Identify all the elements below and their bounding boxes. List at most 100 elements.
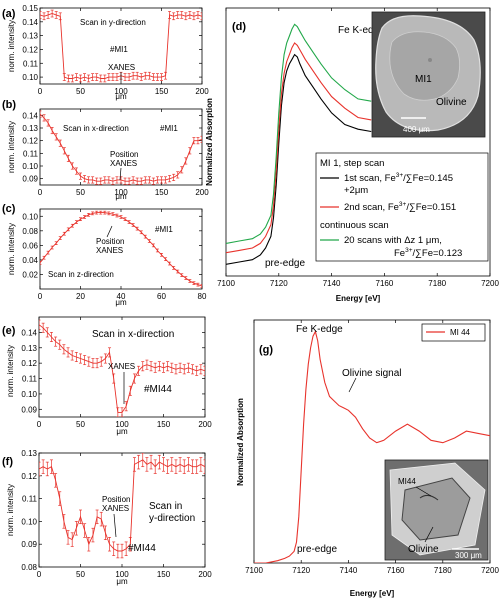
ytick-label-e: 0.09	[21, 405, 37, 414]
xlabel-e: μm	[116, 427, 128, 436]
ytick-label-f: 0.11	[22, 495, 38, 504]
scalebar-label-d: 400 μm	[403, 125, 430, 134]
panel-f: (f) norm. intensity μm 0 50 100 150 2000.080…	[2, 449, 212, 586]
ytick-label-b: 0.14	[22, 111, 38, 120]
legend-cont-line1: 20 scans with Δz 1 μm,	[344, 235, 442, 246]
ytick-label-c: 0.06	[22, 241, 38, 250]
xtick-label-f: 0	[37, 570, 42, 579]
xtick-label-b: 150	[155, 188, 169, 197]
title-a: Scan in y-direction	[80, 18, 146, 27]
xtick-label-g: 7180	[434, 566, 452, 575]
legend-subtitle-d: continuous scan	[320, 220, 389, 231]
arrow-olivine-photo-g	[424, 526, 434, 543]
xtick-label-b: 100	[114, 188, 128, 197]
annot-xanes-e: XANES	[108, 362, 135, 371]
ytick-label-a: 0.13	[22, 32, 38, 41]
xtick-label-f: 200	[198, 570, 212, 579]
annot-preedge-g: pre-edge	[297, 544, 337, 555]
xtick-label-c: 40	[117, 292, 126, 301]
annot-mi1-a: #MI1	[110, 45, 128, 54]
xtick-label-c: 0	[38, 292, 43, 301]
series-group-c	[40, 210, 202, 288]
xtick-label-g: 7200	[481, 566, 499, 575]
xtick-label-b: 200	[195, 188, 209, 197]
xtick-label-a: 150	[155, 87, 169, 96]
title-f-line1: Scan in	[149, 501, 182, 512]
xlabel-f: μm	[116, 577, 128, 586]
title-e: Scan in x-direction	[92, 329, 174, 340]
annot-fe-kedge-g: Fe K-edge	[296, 324, 343, 335]
axes-b: 0 50 100 150 200 0.09 0.10 0.11 0.12 0.13 0.14	[22, 108, 209, 197]
ytick-label-f: 0.09	[21, 540, 37, 549]
xtick-label-e: 200	[198, 420, 212, 429]
plot-frame-d	[225, 7, 491, 277]
panel-label-c: (c)	[2, 203, 16, 215]
annot-mi44-photo: MI44	[398, 477, 416, 486]
xtick-label-a: 50	[76, 87, 85, 96]
xtick-label-d: 7100	[217, 279, 235, 288]
ytick-label-a: 0.11	[23, 59, 39, 68]
xtick-label-b: 50	[76, 188, 85, 197]
legend-d: MI 1, step scan 1st scan, Fe3+/∑Fe=0.145…	[315, 152, 489, 262]
ylabel-d: Normalized Absorption	[205, 98, 214, 186]
ylabel-f: norm. intensity	[6, 484, 15, 536]
legend-g: MI 44	[421, 323, 486, 342]
annot-fe-kedge-d: Fe K-edge	[338, 25, 385, 36]
xtick-label-c: 60	[157, 292, 166, 301]
series-group-f	[39, 453, 205, 559]
axes-f: 0 50 100 150 200 0.08 0.09 0.10 0.11 0.12 0.13	[21, 449, 212, 579]
xtick-label-d: 7140	[323, 279, 341, 288]
axes-e: 0 50 100 150 200 0.09 0.10 0.11 0.12 0.13 0.14	[21, 316, 212, 429]
xtick-label-e: 0	[37, 420, 42, 429]
annot-position-f: Position	[102, 495, 130, 504]
xlabel-g: Energy [eV]	[350, 589, 395, 598]
axes-d: 7100 7120 7140 7160 7180 7200	[217, 7, 499, 288]
xtick-label-d: 7120	[270, 279, 288, 288]
series-line-d-1	[226, 42, 372, 254]
ytick-label-b: 0.10	[22, 162, 38, 171]
panel-b: (b) norm. intensity μm 0 50 100 150 2000.090…	[2, 99, 209, 201]
scalebar-label-g: 300 μm	[455, 551, 482, 560]
ytick-label-b: 0.13	[22, 124, 38, 133]
xtick-label-d: 7180	[428, 279, 446, 288]
xtick-label-g: 7120	[292, 566, 310, 575]
annot-preedge-d: pre-edge	[265, 258, 305, 269]
ylabel-e: norm. intensity	[6, 345, 15, 397]
axes-a: 0 50 100 150 200 0.10 0.11 0.12 0.13 0.14 0.15	[22, 4, 209, 96]
legend-1st-sup: 3+	[396, 172, 404, 179]
xlabel-c: μm	[115, 298, 127, 307]
ytick-label-e: 0.13	[21, 344, 37, 353]
legend-2nd-text: 2nd scan, Fe	[344, 202, 399, 213]
panel-label-b: (b)	[2, 99, 16, 111]
xtick-label-e: 50	[76, 420, 85, 429]
legend-2nd-sup: 3+	[399, 201, 407, 208]
legend-frame-g	[421, 323, 486, 342]
xlabel-b: μm	[115, 192, 127, 201]
inset-photo-mi1: MI1 Olivine 400 μm	[371, 11, 486, 138]
legend-2nd-suffix: /∑Fe=0.151	[406, 202, 456, 213]
panel-c: (c) norm. intensity μm 0 20 40 60 80 0.02 0.04…	[2, 203, 207, 307]
arrow-mi44-photo	[415, 486, 432, 497]
series-group-d	[226, 23, 372, 265]
ylabel-g: Normalized Absorption	[236, 398, 245, 486]
series-line-d-2	[226, 23, 372, 244]
panel-label-a: (a)	[2, 8, 16, 20]
annot-xanes-c: XANES	[96, 246, 123, 255]
ytick-label-a: 0.15	[22, 4, 38, 13]
annot-mi1-photo: MI1	[415, 74, 432, 85]
annot-mi44-e: #MI44	[144, 384, 172, 395]
panel-label-f: (f)	[2, 456, 13, 468]
annot-olivine-photo: Olivine	[436, 97, 467, 108]
ytick-label-f: 0.13	[21, 449, 37, 458]
xlabel-d: Energy [eV]	[336, 294, 381, 303]
panel-g: (g) Normalized Absorption Energy [eV] 71…	[236, 319, 499, 598]
arrow-xanes-b	[119, 167, 122, 181]
legend-cont-line2: Fe3+/∑Fe=0.123	[394, 247, 462, 259]
legend-frame-d	[315, 152, 489, 262]
annot-mi44-f: #MI44	[128, 543, 156, 554]
xtick-label-e: 150	[157, 420, 171, 429]
ylabel-c: norm. intensity	[7, 223, 16, 275]
legend-1st-text: 1st scan, Fe	[344, 173, 396, 184]
xtick-label-f: 50	[76, 570, 85, 579]
ytick-label-e: 0.10	[21, 390, 37, 399]
